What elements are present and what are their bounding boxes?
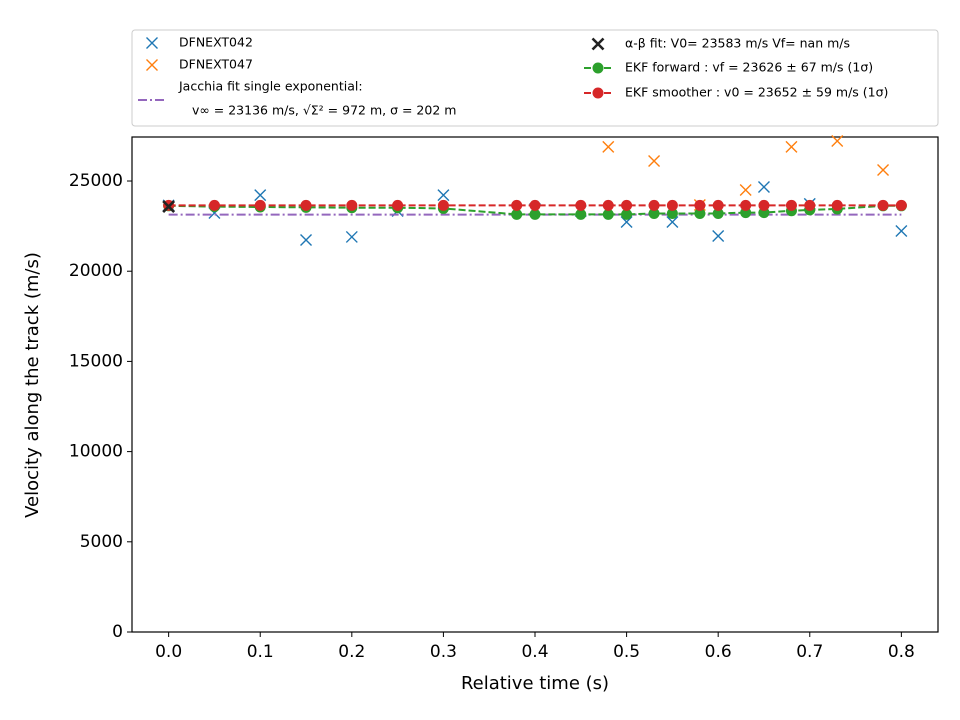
x-tick-label: 0.7 [796,642,823,662]
legend-label: Jacchia fit single exponential: [178,79,363,94]
data-point [300,199,312,211]
data-point [666,215,679,228]
data-point [648,199,660,211]
data-point [208,199,220,211]
legend-label: EKF forward : vf = 23626 ± 67 m/s (1σ) [625,60,873,75]
data-point [575,199,587,211]
data-point [621,208,633,220]
data-point [739,184,752,197]
legend-label-detail: v∞ = 23136 m/s, √Σ² = 972 m, σ = 202 m [192,103,456,118]
x-tick-label: 0.2 [338,642,365,662]
data-point [831,134,844,147]
legend-marker [592,62,604,74]
data-point [648,154,661,167]
data-point [694,207,706,219]
data-point [740,199,752,211]
data-point [694,199,706,211]
legend-box [131,29,939,127]
data-point [602,208,614,220]
data-point [877,199,889,211]
data-point [511,199,523,211]
data-point [666,207,678,219]
data-point [712,230,725,243]
legend-marker [592,87,604,99]
data-point [602,140,615,153]
data-point [575,208,587,220]
data-point [804,199,816,211]
data-point [712,207,724,219]
data-point [602,199,614,211]
data-point [831,199,843,211]
legend-label: EKF smoother : v0 = 23652 ± 59 m/s (1σ) [625,85,888,100]
x-tick-label: 0.8 [888,642,915,662]
y-tick-label: 25000 [69,171,123,191]
data-point [621,199,633,211]
data-point [785,199,797,211]
y-tick-label: 10000 [69,442,123,462]
x-tick-label: 0.3 [430,642,457,662]
x-tick-label: 0.1 [247,642,274,662]
x-tick-label: 0.6 [705,642,732,662]
y-tick-label: 5000 [80,532,123,552]
data-point [648,207,660,219]
data-point [345,230,358,243]
x-tick-label: 0.0 [155,642,182,662]
legend-label: DFNEXT047 [179,57,253,72]
data-point [877,164,890,177]
data-point [712,199,724,211]
x-axis-label: Relative time (s) [461,673,609,694]
legend-marker [591,37,605,51]
data-point [757,180,770,193]
y-axis-label: Velocity along the track (m/s) [22,252,43,518]
data-point [511,208,523,220]
y-tick-label: 15000 [69,351,123,371]
x-tick-label: 0.5 [613,642,640,662]
data-point [254,189,267,202]
data-point [895,199,907,211]
data-point [529,208,541,220]
data-point [666,199,678,211]
legend-label: α-β fit: V0= 23583 m/s Vf= nan m/s [625,36,850,51]
data-point [758,199,770,211]
legend-label: DFNEXT042 [179,35,253,50]
data-point [300,234,313,246]
data-point [162,200,176,213]
data-point [437,189,450,202]
data-point [254,199,266,211]
x-tick-label: 0.4 [521,642,548,662]
data-point [437,199,449,211]
data-point [529,199,541,211]
data-point [785,140,798,153]
data-point [392,199,404,211]
y-tick-label: 20000 [69,261,123,281]
legend-marker [146,59,158,71]
y-tick-label: 0 [112,622,123,642]
legend-marker [146,37,158,49]
data-point [346,199,358,211]
data-point [895,224,908,237]
